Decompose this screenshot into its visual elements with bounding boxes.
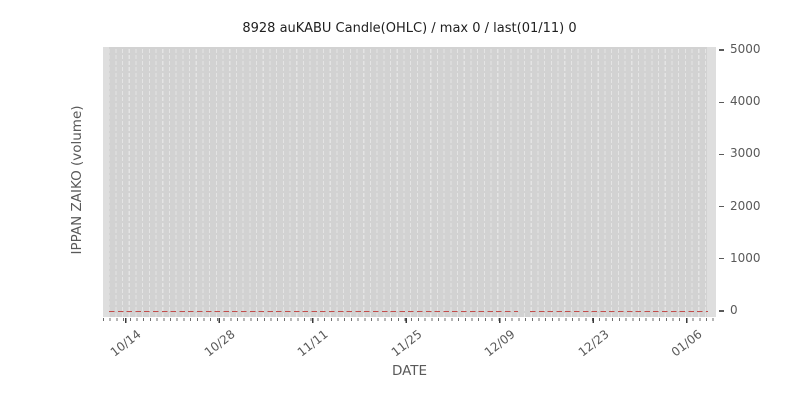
x-axis-label: DATE bbox=[391, 363, 428, 379]
y-tick-label: 5000 bbox=[730, 42, 761, 56]
y-tick-mark bbox=[719, 101, 724, 103]
plot-area bbox=[103, 47, 716, 317]
y-axis-label: IPPAN ZAIKO (volume) bbox=[69, 105, 85, 255]
y-tick-mark bbox=[719, 310, 724, 312]
y-tick-mark bbox=[719, 153, 724, 156]
y-tick-mark bbox=[719, 205, 724, 208]
zero-volume-line-segment-2 bbox=[530, 310, 708, 312]
y-tick-mark bbox=[719, 49, 724, 51]
y-tick-mark bbox=[719, 258, 724, 260]
zero-volume-line-segment-1 bbox=[109, 310, 518, 312]
x-axis-major-ticks bbox=[124, 318, 689, 323]
chart-title: 8928 auKABU Candle(OHLC) / max 0 / last(… bbox=[242, 21, 577, 36]
y-tick-label: 2000 bbox=[730, 198, 761, 213]
y-tick-label: 1000 bbox=[730, 250, 761, 265]
y-tick-label: 0 bbox=[730, 303, 738, 317]
plot-left-margin-strip bbox=[103, 47, 109, 317]
plot-right-margin-strip bbox=[707, 47, 716, 317]
y-tick-label: 3000 bbox=[730, 146, 761, 161]
y-tick-label: 4000 bbox=[730, 94, 761, 109]
